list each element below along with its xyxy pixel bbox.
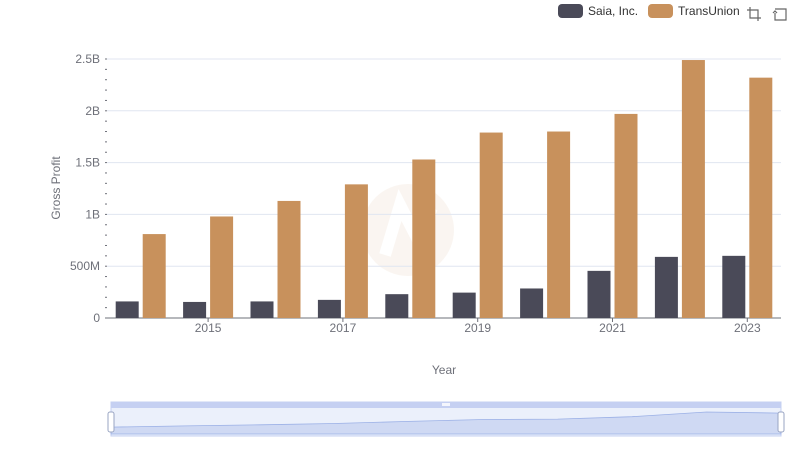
legend-item-transunion[interactable]: TransUnion bbox=[648, 4, 740, 18]
bar-transunion-2018[interactable] bbox=[412, 159, 436, 318]
y-axis: 0 500M 1B 1.5B 2B 2.5B bbox=[70, 52, 107, 325]
y-tick-label: 2.5B bbox=[75, 52, 100, 66]
x-tick-label: 2015 bbox=[195, 321, 222, 335]
bar-transunion-2022[interactable] bbox=[681, 60, 705, 318]
bar-saia-2014[interactable] bbox=[115, 301, 139, 318]
legend-label-saia: Saia, Inc. bbox=[588, 4, 639, 18]
y-tick-label: 500M bbox=[70, 259, 100, 273]
y-tick-label: 1.5B bbox=[75, 156, 100, 170]
bar-series bbox=[115, 60, 773, 319]
x-tick-label: 2017 bbox=[330, 321, 357, 335]
x-tick-label: 2019 bbox=[464, 321, 491, 335]
bar-transunion-2021[interactable] bbox=[614, 113, 638, 319]
zoom-icon[interactable] bbox=[746, 6, 762, 22]
bar-saia-2016[interactable] bbox=[250, 301, 274, 318]
x-axis-label: Year bbox=[432, 363, 456, 377]
slider-handle-left[interactable] bbox=[107, 411, 115, 433]
bar-saia-2021[interactable] bbox=[587, 270, 611, 318]
x-tick-label: 2021 bbox=[599, 321, 626, 335]
bar-saia-2017[interactable] bbox=[317, 299, 341, 318]
bar-transunion-2016[interactable] bbox=[277, 200, 301, 318]
bar-saia-2023[interactable] bbox=[722, 255, 746, 318]
bar-saia-2018[interactable] bbox=[385, 294, 409, 318]
legend-swatch-saia bbox=[558, 4, 583, 18]
bar-saia-2022[interactable] bbox=[654, 256, 678, 318]
legend: Saia, Inc. TransUnion bbox=[558, 4, 750, 18]
bar-saia-2019[interactable] bbox=[452, 292, 476, 318]
slider-handle-right[interactable] bbox=[777, 411, 785, 433]
y-tick-label: 0 bbox=[93, 311, 100, 325]
x-tick-label: 2023 bbox=[734, 321, 761, 335]
bar-transunion-2019[interactable] bbox=[479, 132, 503, 318]
bar-transunion-2017[interactable] bbox=[344, 184, 368, 318]
y-axis-label: Gross Profit bbox=[49, 156, 63, 220]
slider-preview-area bbox=[110, 411, 782, 435]
bar-transunion-2014[interactable] bbox=[142, 234, 166, 318]
bar-transunion-2015[interactable] bbox=[210, 216, 234, 318]
x-axis: 2015 2017 2019 2021 2023 bbox=[107, 317, 781, 335]
legend-swatch-transunion bbox=[648, 4, 674, 18]
bar-transunion-2023[interactable] bbox=[749, 77, 773, 318]
watermark-logo bbox=[362, 184, 454, 276]
bar-saia-2015[interactable] bbox=[183, 301, 207, 318]
bar-transunion-2020[interactable] bbox=[547, 131, 571, 318]
y-tick-label: 1B bbox=[85, 207, 100, 221]
bar-saia-2020[interactable] bbox=[520, 288, 544, 318]
y-tick-label: 2B bbox=[85, 104, 100, 118]
toolbox bbox=[746, 6, 788, 22]
legend-item-saia[interactable]: Saia, Inc. bbox=[558, 4, 638, 18]
legend-label-transunion: TransUnion bbox=[678, 4, 740, 18]
data-zoom-slider[interactable] bbox=[107, 401, 785, 437]
restore-icon[interactable] bbox=[772, 6, 788, 22]
slider-grip[interactable] bbox=[442, 403, 450, 406]
